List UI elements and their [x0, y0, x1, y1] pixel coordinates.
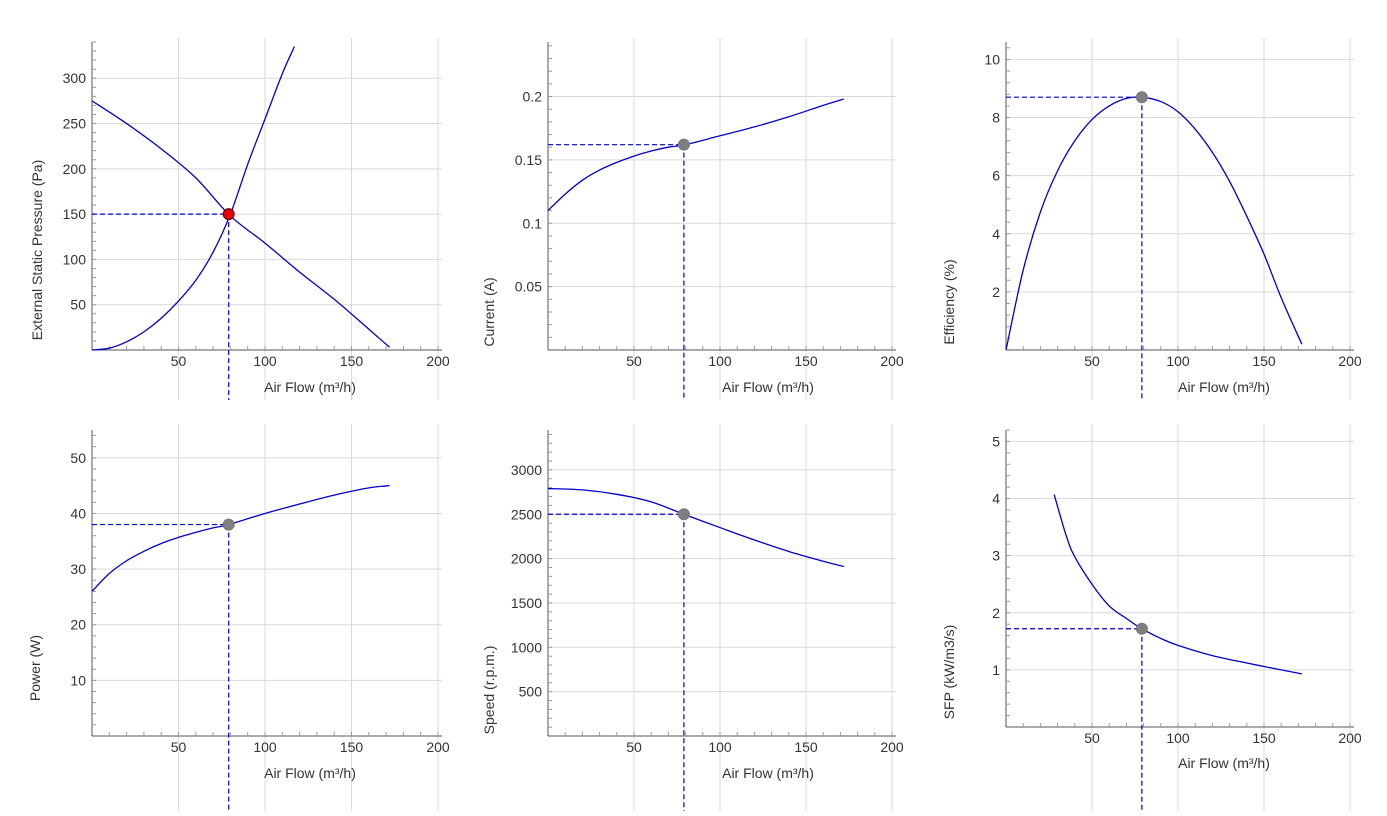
- speed-chart-svg: 50 100 150 200 500 1000 1500 2000 2500 3000 Air Fl…: [481, 424, 904, 811]
- current-series-line-1: [547, 98, 845, 212]
- efficiency-series-line-1: [1005, 96, 1303, 351]
- pressure-x-axis-title: Air Flow (m³/h): [264, 379, 356, 395]
- efficiency-operating-point[interactable]: [1135, 91, 1148, 104]
- pressure-chart-svg: 50 100 150 200 50 100 150 200 250 300 Air Flow (m³…: [29, 38, 450, 411]
- efficiency-grid: [1006, 38, 1354, 411]
- speed-x-tick-label: 200: [880, 739, 904, 755]
- speed-x-axis-title: Air Flow (m³/h): [722, 765, 814, 781]
- pressure-x-tick-label: 50: [171, 353, 187, 369]
- speed-x-tick-label: 50: [626, 739, 642, 755]
- pressure-series-line-1: [91, 100, 390, 348]
- power-operating-point[interactable]: [222, 518, 235, 531]
- current-operating-point[interactable]: [677, 138, 690, 151]
- pressure-chart: 50 100 150 200 50 100 150 200 250 300 Air Flow (m³…: [0, 0, 460, 411]
- sfp-x-tick-label: 100: [1166, 730, 1190, 746]
- sfp-x-axis-title: Air Flow (m³/h): [1178, 755, 1270, 771]
- power-y-tick-label: 40: [70, 505, 86, 521]
- sfp-x-tick-label: 200: [1338, 730, 1362, 746]
- sfp-x-tick-label: 50: [1084, 730, 1100, 746]
- current-chart: 50 100 150 200 0.05 0.1 0.15 0.2 Air Flow (m³/h)…: [458, 0, 918, 411]
- current-y-tick-label: 0.05: [515, 279, 542, 295]
- speed-operating-point[interactable]: [677, 508, 690, 521]
- efficiency-x-axis-title: Air Flow (m³/h): [1178, 379, 1270, 395]
- pressure-y-tick-label: 50: [70, 297, 86, 313]
- speed-y-tick-label: 2500: [511, 506, 542, 522]
- efficiency-y-tick-label: 6: [992, 168, 1000, 184]
- sfp-y-tick-label: 2: [992, 605, 1000, 621]
- sfp-chart: 50 100 150 200 1 2 3 4 5 Air Flow (m³/h) SFP (kW/m…: [914, 400, 1384, 811]
- pressure-y-tick-label: 250: [63, 116, 87, 132]
- efficiency-y-tick-label: 4: [992, 226, 1000, 242]
- speed-x-tick-label: 150: [794, 739, 818, 755]
- pressure-y-tick-label: 300: [63, 70, 87, 86]
- current-x-tick-label: 150: [794, 353, 818, 369]
- efficiency-chart-svg: 50 100 150 200 2 4 6 8 10 Air Flow (m³/h) Efficien…: [941, 38, 1362, 411]
- current-chart-svg: 50 100 150 200 0.05 0.1 0.15 0.2 Air Flow (m³/h)…: [481, 38, 904, 411]
- power-y-tick-label: 50: [70, 450, 86, 466]
- speed-y-tick-label: 1000: [511, 639, 542, 655]
- speed-y-tick-label: 1500: [511, 595, 542, 611]
- current-y-tick-label: 0.2: [523, 89, 543, 105]
- efficiency-y-tick-label: 8: [992, 110, 1000, 126]
- efficiency-chart: 50 100 150 200 2 4 6 8 10 Air Flow (m³/h) Efficien…: [914, 0, 1384, 411]
- sfp-operating-point[interactable]: [1135, 622, 1148, 635]
- current-y-tick-label: 0.1: [523, 215, 543, 231]
- power-x-tick-label: 150: [340, 739, 364, 755]
- power-y-tick-label: 30: [70, 561, 86, 577]
- power-series-line-1: [91, 484, 390, 592]
- efficiency-y-axis-title: Efficiency (%): [941, 259, 957, 344]
- power-chart-svg: 50 100 150 200 10 20 30 40 50 Air Flow (m³/h) Powe…: [27, 424, 450, 811]
- pressure-grid: [92, 38, 442, 411]
- sfp-x-tick-label: 150: [1252, 730, 1276, 746]
- speed-y-tick-label: 3000: [511, 462, 542, 478]
- efficiency-x-tick-label: 100: [1166, 353, 1190, 369]
- power-chart: 50 100 150 200 10 20 30 40 50 Air Flow (m³/h) Powe…: [0, 400, 460, 811]
- current-y-tick-label: 0.15: [515, 152, 542, 168]
- pressure-x-tick-label: 150: [340, 353, 364, 369]
- pressure-x-tick-label: 100: [253, 353, 277, 369]
- power-grid: [92, 424, 442, 811]
- sfp-y-tick-label: 3: [992, 548, 1000, 564]
- power-y-axis-title: Power (W): [27, 635, 43, 701]
- speed-chart: 50 100 150 200 500 1000 1500 2000 2500 3000 Air Fl…: [458, 400, 918, 811]
- pressure-operating-point[interactable]: [222, 208, 235, 221]
- efficiency-x-tick-label: 150: [1252, 353, 1276, 369]
- speed-y-tick-label: 500: [519, 684, 543, 700]
- power-x-tick-label: 100: [253, 739, 277, 755]
- speed-y-axis-title: Speed (r.p.m.): [481, 646, 497, 735]
- current-x-axis-title: Air Flow (m³/h): [722, 379, 814, 395]
- pressure-y-tick-label: 200: [63, 161, 87, 177]
- efficiency-x-tick-label: 50: [1084, 353, 1100, 369]
- speed-y-tick-label: 2000: [511, 551, 542, 567]
- speed-grid: [548, 424, 896, 811]
- current-grid: [548, 38, 896, 411]
- speed-series-line-1: [547, 487, 845, 568]
- pressure-y-tick-label: 100: [63, 251, 87, 267]
- current-x-tick-label: 100: [708, 353, 732, 369]
- current-x-tick-label: 200: [880, 353, 904, 369]
- power-x-tick-label: 200: [426, 739, 450, 755]
- power-y-tick-label: 20: [70, 617, 86, 633]
- power-x-axis-title: Air Flow (m³/h): [264, 765, 356, 781]
- sfp-y-tick-label: 5: [992, 433, 1000, 449]
- pressure-y-tick-label: 150: [63, 206, 87, 222]
- power-y-tick-label: 10: [70, 672, 86, 688]
- sfp-y-axis-title: SFP (kW/m3/s): [941, 625, 957, 720]
- speed-x-tick-label: 100: [708, 739, 732, 755]
- current-x-tick-label: 50: [626, 353, 642, 369]
- current-y-axis-title: Current (A): [481, 277, 497, 346]
- pressure-y-axis-title: External Static Pressure (Pa): [29, 160, 45, 341]
- pressure-x-tick-label: 200: [426, 353, 450, 369]
- sfp-chart-svg: 50 100 150 200 1 2 3 4 5 Air Flow (m³/h) SFP (kW/m…: [941, 424, 1362, 811]
- pressure-series-line-2: [91, 46, 296, 351]
- power-x-tick-label: 50: [171, 739, 187, 755]
- sfp-y-tick-label: 4: [992, 491, 1000, 507]
- efficiency-y-tick-label: 2: [992, 284, 1000, 300]
- efficiency-y-tick-label: 10: [984, 51, 1000, 67]
- sfp-grid: [1006, 424, 1354, 811]
- sfp-y-tick-label: 1: [992, 662, 1000, 678]
- efficiency-x-tick-label: 200: [1338, 353, 1362, 369]
